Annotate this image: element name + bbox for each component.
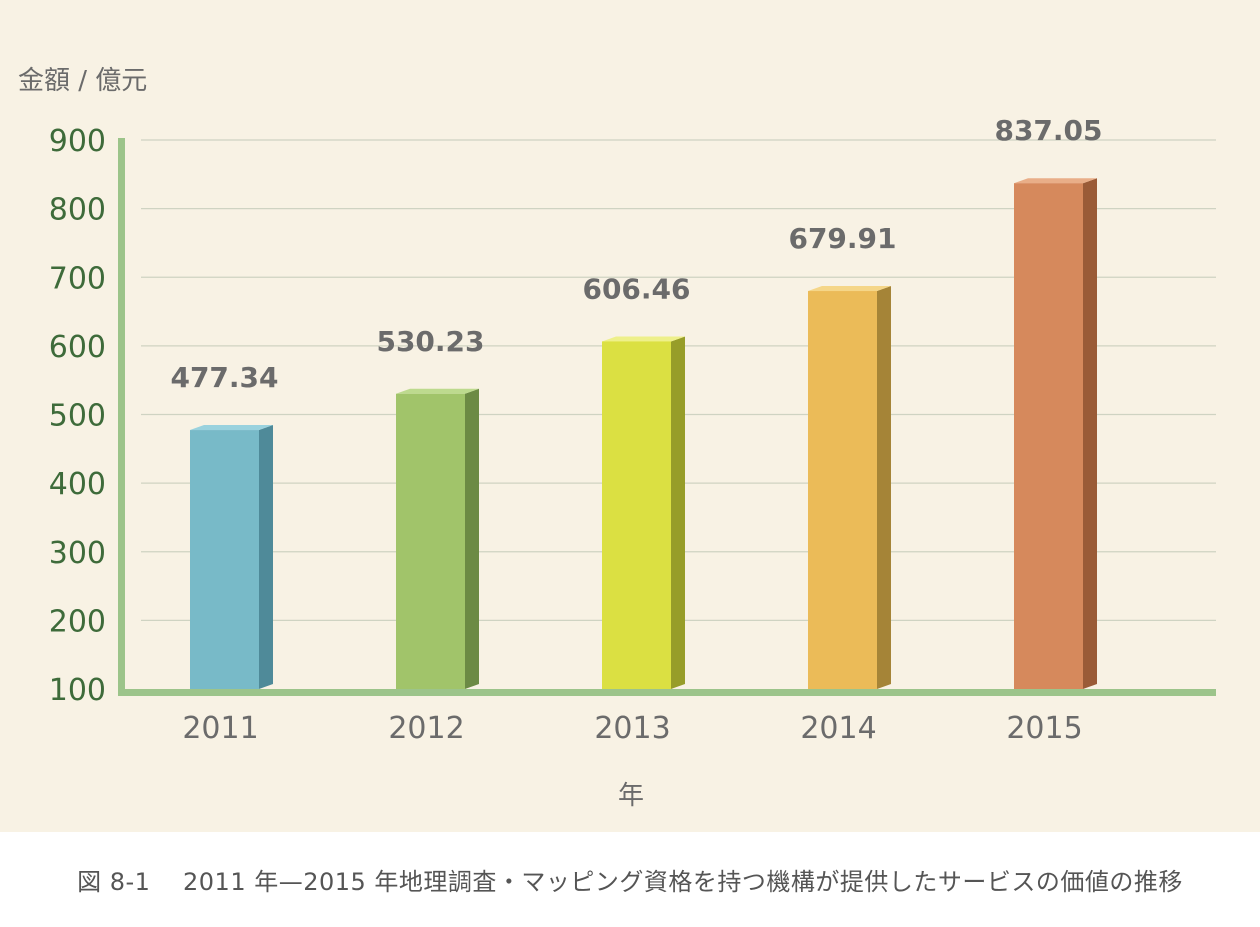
value-label-2015: 837.05 [994, 114, 1102, 147]
y-tick-label: 200 [49, 604, 106, 639]
bar-2011 [190, 425, 273, 689]
y-tick-label: 800 [49, 193, 106, 228]
labels: 100 200 300 400 500 600 700 800 900 477.34 2011 530… [49, 114, 1103, 746]
bar-top [396, 388, 479, 394]
bars [190, 178, 1097, 689]
bar-side [1083, 178, 1097, 689]
bar-side [877, 286, 891, 689]
bar-2013 [602, 336, 685, 689]
figure-caption: 図 8-1 2011 年—2015 年地理調査・マッピング資格を持つ機構が提供し… [77, 868, 1183, 896]
y-tick-label: 300 [49, 536, 106, 571]
bar-2012 [396, 388, 479, 689]
y-tick-label: 700 [49, 261, 106, 296]
value-label-2012: 530.23 [376, 325, 484, 358]
x-tick-label-2012: 2012 [388, 711, 464, 746]
bar-side [671, 336, 685, 689]
y-axis-title: 金額 / 億元 [18, 66, 147, 96]
bar-top [1014, 178, 1097, 184]
bar-2014 [808, 286, 891, 689]
bar-top [190, 425, 273, 431]
value-label-2011: 477.34 [170, 361, 278, 394]
y-tick-label: 100 [49, 673, 106, 708]
bar-2015 [1014, 178, 1097, 689]
bar-top [602, 336, 685, 342]
bar-side [465, 388, 479, 689]
y-axis-line [118, 138, 125, 696]
axes [118, 138, 1216, 696]
bar-front [1014, 183, 1083, 689]
y-tick-label: 500 [49, 399, 106, 434]
x-axis-line [118, 689, 1216, 696]
bar-top [808, 286, 891, 292]
value-label-2014: 679.91 [788, 222, 896, 255]
x-tick-label-2014: 2014 [800, 711, 876, 746]
value-label-2013: 606.46 [582, 272, 690, 305]
y-tick-label: 600 [49, 330, 106, 365]
bar-front [602, 341, 671, 689]
bar-front [190, 430, 259, 689]
x-tick-label-2015: 2015 [1006, 711, 1082, 746]
bar-side [259, 425, 273, 689]
bar-front [396, 393, 465, 689]
y-tick-label: 900 [49, 124, 106, 159]
x-tick-label-2011: 2011 [182, 711, 258, 746]
bar-chart: 100 200 300 400 500 600 700 800 900 477.34 2011 530… [18, 66, 1216, 811]
y-tick-label: 400 [49, 467, 106, 502]
x-axis-title: 年 [618, 781, 644, 811]
x-tick-label-2013: 2013 [594, 711, 670, 746]
bar-front [808, 291, 877, 689]
chart-panel: 100 200 300 400 500 600 700 800 900 477.34 2011 530… [0, 0, 1260, 832]
